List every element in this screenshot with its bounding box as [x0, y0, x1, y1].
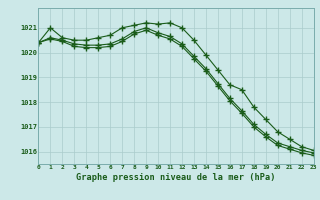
X-axis label: Graphe pression niveau de la mer (hPa): Graphe pression niveau de la mer (hPa) — [76, 173, 276, 182]
